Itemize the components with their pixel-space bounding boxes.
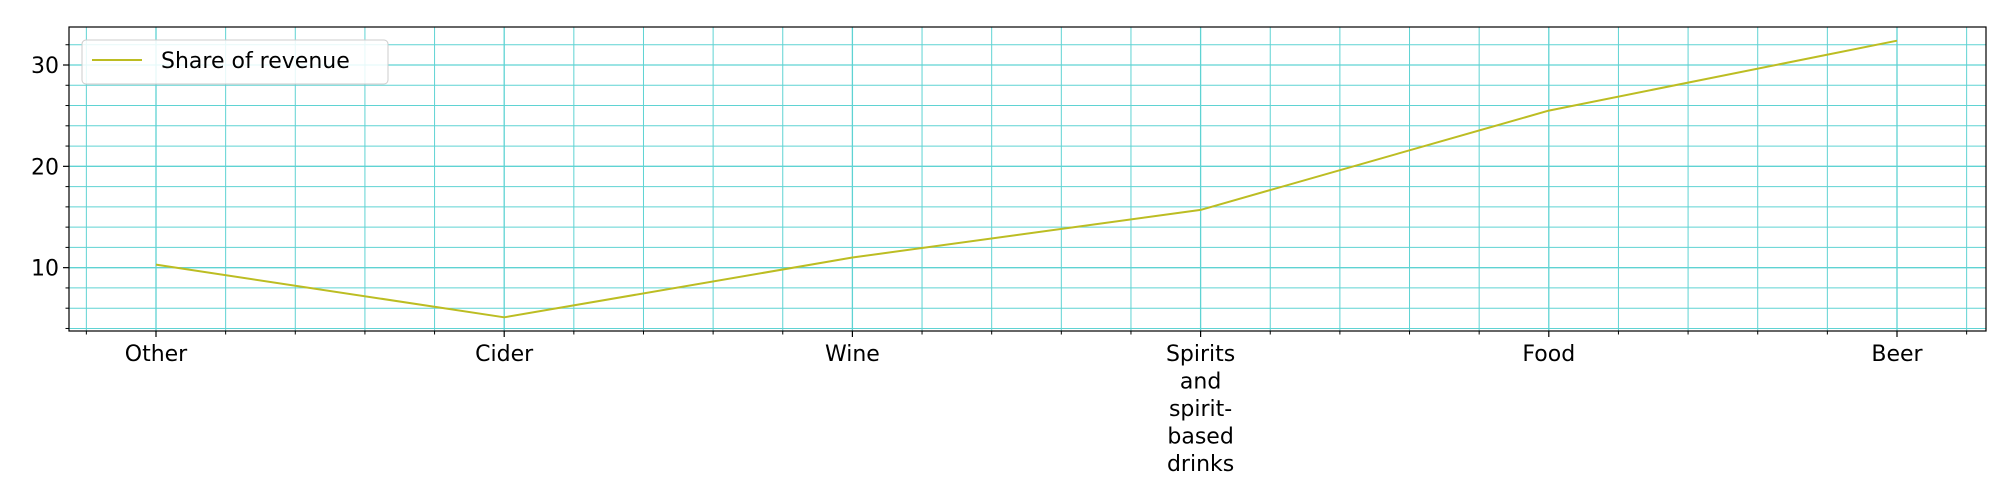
y-tick-label: 10 — [31, 257, 59, 282]
axes: 10 20 30 Other Cider Wine Spirits and spirit-bas… — [31, 26, 1987, 477]
x-tick-label: Wine — [825, 342, 880, 367]
grid-lines — [69, 27, 1986, 331]
plot-frame — [68, 26, 1987, 332]
x-tick-label: Beer — [1871, 342, 1923, 367]
legend-box — [81, 39, 389, 85]
x-tick-label: Spirits and spirit-based drinks — [1166, 342, 1235, 477]
legend-label: Share of revenue — [161, 49, 350, 74]
x-tick-label: Cider — [475, 342, 534, 367]
series-line — [155, 39, 1898, 319]
x-tick-label: Food — [1522, 342, 1575, 367]
x-tick-label: Other — [125, 342, 188, 367]
y-tick-label: 20 — [31, 155, 59, 180]
series-lines — [155, 39, 1898, 319]
legend: Share of revenue — [81, 39, 389, 85]
y-tick-label: 30 — [31, 54, 59, 79]
